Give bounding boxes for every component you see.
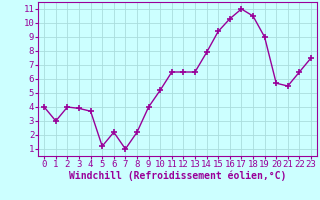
X-axis label: Windchill (Refroidissement éolien,°C): Windchill (Refroidissement éolien,°C): [69, 171, 286, 181]
